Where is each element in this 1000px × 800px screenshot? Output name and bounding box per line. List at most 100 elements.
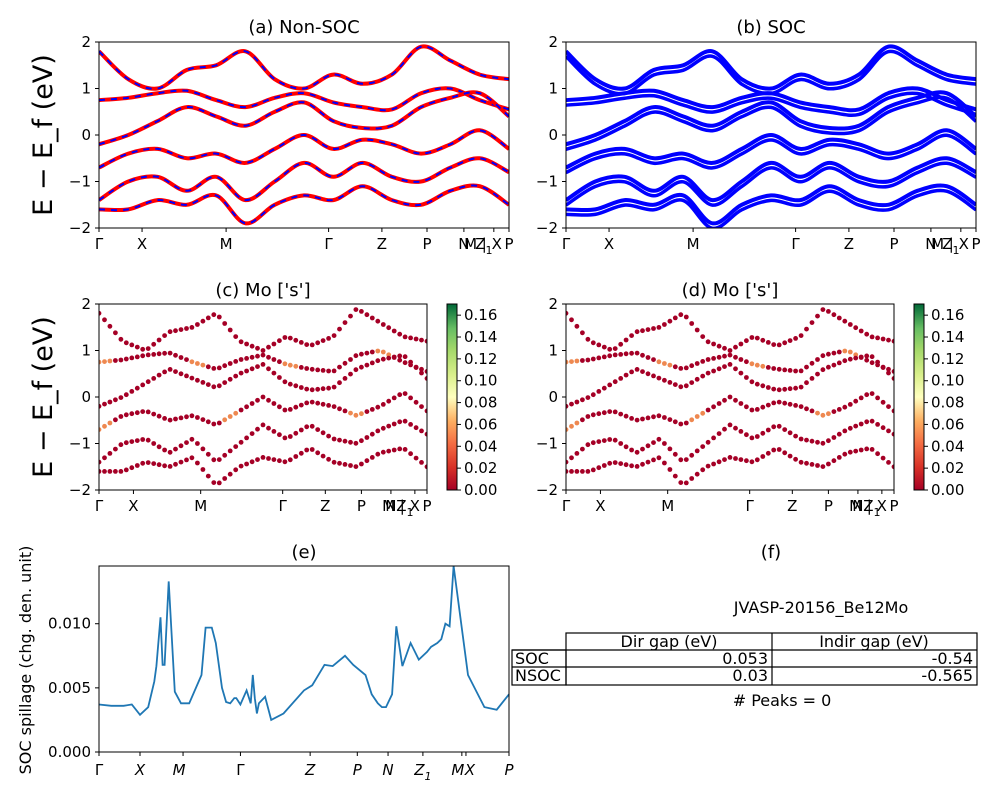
band-point: [167, 367, 173, 372]
band-point: [891, 376, 894, 381]
band-point: [672, 419, 678, 425]
x-tick-label: Γ: [236, 761, 245, 779]
band-point: [880, 455, 886, 461]
band-point: [113, 446, 118, 452]
band-point: [205, 473, 211, 479]
band-point: [749, 379, 755, 385]
band-point: [629, 333, 634, 338]
band-point: [293, 454, 299, 459]
band-point: [787, 401, 793, 407]
band-point: [869, 354, 875, 360]
band-point: [886, 370, 891, 376]
band-point: [886, 428, 891, 434]
band-point: [287, 407, 293, 412]
band-point: [222, 476, 228, 481]
band-point: [315, 386, 321, 392]
band-point: [277, 432, 282, 438]
y-tick-label: 0: [548, 388, 558, 406]
band-point: [744, 458, 749, 464]
band-point: [222, 321, 228, 326]
band-point: [353, 412, 359, 418]
band-point: [309, 366, 315, 372]
band-point: [853, 398, 859, 404]
colorbar-tick-label: 0.04: [464, 437, 497, 455]
band-point: [331, 459, 337, 465]
band-point: [858, 328, 864, 334]
x-tick-label: M: [661, 497, 674, 515]
band-point: [831, 458, 837, 464]
band-point: [667, 362, 673, 368]
band-point: [364, 435, 370, 440]
x-tick-label: P: [504, 235, 513, 253]
band-point: [304, 424, 310, 430]
band-point: [798, 436, 804, 442]
band-point: [836, 315, 842, 321]
band-point: [815, 371, 820, 377]
band-point: [585, 357, 591, 363]
band-point: [847, 349, 853, 355]
band-point: [195, 415, 200, 420]
band-point: [353, 440, 359, 446]
band-point: [585, 414, 591, 419]
band-point: [880, 365, 886, 370]
band-point: [200, 417, 206, 422]
band-point: [590, 340, 596, 346]
band-point: [227, 448, 233, 454]
band-point: [754, 457, 760, 463]
band-point: [123, 356, 129, 362]
band-point: [222, 452, 228, 458]
x-tick-label: Z: [304, 761, 316, 779]
cell-nsoc-indir: -0.565: [921, 666, 973, 685]
y-tick-label: −1: [69, 435, 91, 453]
band-point: [771, 386, 777, 392]
band-point: [331, 333, 337, 338]
band-point: [102, 469, 107, 474]
band-point: [200, 446, 206, 452]
band-point: [348, 313, 353, 319]
band-point: [107, 399, 113, 405]
band-point: [793, 456, 798, 462]
band-point: [798, 459, 804, 465]
band-point: [858, 447, 864, 453]
band-point: [765, 365, 771, 370]
band-point: [293, 363, 299, 369]
band-point: [107, 323, 113, 329]
band-point: [134, 410, 140, 416]
band-point: [618, 376, 624, 381]
band-point: [749, 435, 755, 441]
band-point: [776, 387, 782, 393]
band-point: [282, 435, 288, 441]
band-point: [831, 409, 837, 414]
band-point: [645, 355, 651, 360]
band-point: [200, 362, 206, 368]
band-point: [771, 424, 777, 430]
band-point: [118, 442, 124, 448]
band-point: [700, 334, 706, 339]
band-point: [820, 353, 826, 359]
band-point: [162, 350, 168, 356]
band-point: [727, 348, 733, 353]
band-point: [260, 394, 266, 400]
band-point: [804, 437, 809, 443]
band-point: [271, 401, 277, 406]
band-point: [107, 451, 113, 456]
band-point: [102, 401, 107, 407]
band-point: [113, 417, 118, 423]
band-point: [123, 340, 129, 346]
band-point: [293, 383, 299, 389]
band-point: [277, 375, 282, 380]
band-point: [640, 369, 645, 374]
band-point: [651, 373, 656, 379]
band-point: [580, 330, 585, 336]
band-point: [320, 386, 326, 392]
colorbar-tick-label: 0.12: [931, 350, 964, 368]
band-point: [694, 471, 700, 477]
band-point: [607, 437, 613, 442]
band-point: [189, 359, 195, 365]
band-point: [815, 439, 820, 445]
x-tick-label: M | X: [464, 235, 502, 253]
band-point: [413, 455, 419, 461]
band-point: [678, 384, 684, 390]
band-point: [727, 352, 733, 358]
